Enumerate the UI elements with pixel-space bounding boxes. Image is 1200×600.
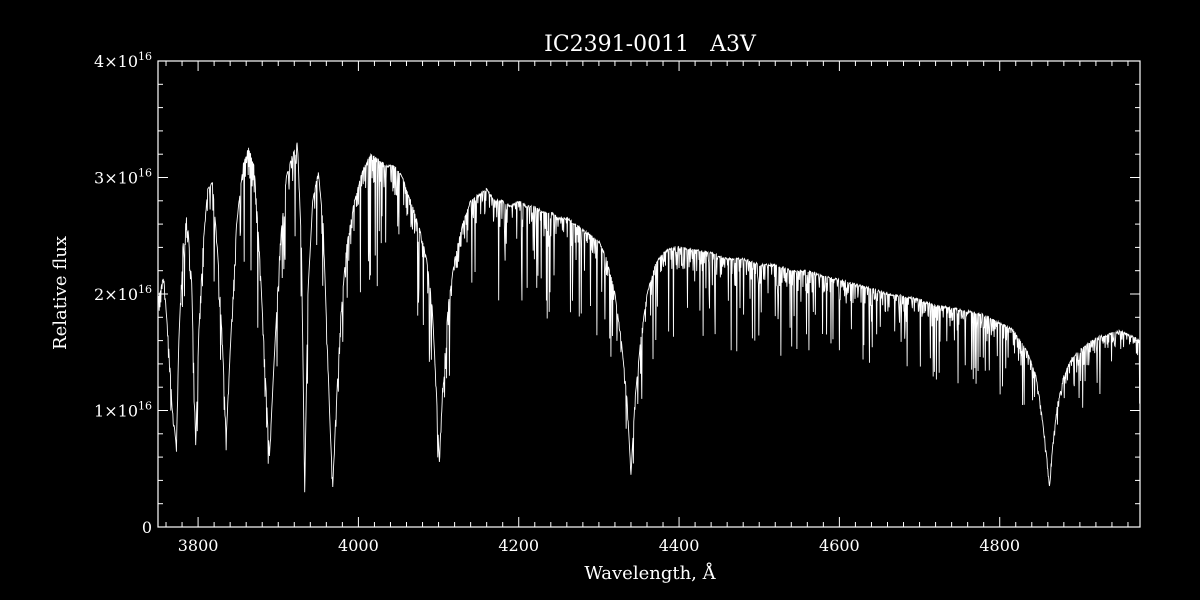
x-tick-label: 4400 bbox=[659, 536, 700, 555]
y-tick-label: 1×1016 bbox=[94, 400, 152, 421]
x-tick-label: 4200 bbox=[498, 536, 539, 555]
chart-title: IC2391-0011 A3V bbox=[544, 32, 757, 57]
tick-labels: 3800 4000 4200 4400 4600 4800 0 1×1016 2×1016 3×1… bbox=[94, 50, 1020, 555]
x-tick-label: 3800 bbox=[178, 536, 219, 555]
x-axis-label: Wavelength, Å bbox=[584, 562, 716, 584]
x-tick-label: 4000 bbox=[338, 536, 379, 555]
y-tick-label: 4×1016 bbox=[94, 50, 152, 71]
series-group bbox=[157, 142, 1141, 493]
y-tick-label: 3×1016 bbox=[94, 167, 152, 188]
spectrum-line bbox=[157, 142, 1141, 493]
y-tick-label: 0 bbox=[142, 518, 152, 537]
x-tick-label: 4600 bbox=[819, 536, 860, 555]
y-tick-label: 2×1016 bbox=[94, 283, 152, 304]
y-axis-label: Relative flux bbox=[50, 236, 71, 350]
x-tick-label: 4800 bbox=[979, 536, 1020, 555]
